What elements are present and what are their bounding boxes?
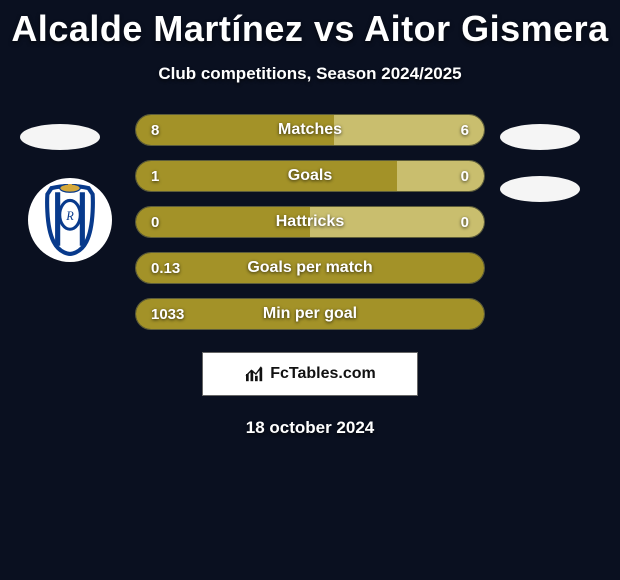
stat-bar-left <box>136 115 334 145</box>
stat-bar-left <box>136 161 397 191</box>
branding-badge: FcTables.com <box>202 352 418 396</box>
stat-bar <box>135 114 485 146</box>
stat-row: 8 Matches 6 <box>135 114 485 146</box>
stat-row: 1033 Min per goal <box>135 298 485 330</box>
stat-bar <box>135 252 485 284</box>
stat-bar-left <box>136 299 484 329</box>
stat-row: 1 Goals 0 <box>135 160 485 192</box>
stat-bar-left <box>136 253 484 283</box>
date-text: 18 october 2024 <box>0 418 620 438</box>
stat-bar <box>135 298 485 330</box>
stat-bar <box>135 160 485 192</box>
stats-container: 8 Matches 6 1 Goals 0 0 Hattricks 0 0.13… <box>0 114 620 330</box>
stat-bar-left <box>136 207 310 237</box>
stat-bar-right <box>310 207 484 237</box>
stat-bar-right <box>397 161 484 191</box>
stat-bar <box>135 206 485 238</box>
stat-row: 0.13 Goals per match <box>135 252 485 284</box>
stat-bar-right <box>334 115 484 145</box>
subtitle: Club competitions, Season 2024/2025 <box>0 64 620 84</box>
page-title: Alcalde Martínez vs Aitor Gismera <box>0 0 620 50</box>
branding-text: FcTables.com <box>270 365 376 383</box>
bar-chart-icon <box>244 365 266 383</box>
stat-row: 0 Hattricks 0 <box>135 206 485 238</box>
